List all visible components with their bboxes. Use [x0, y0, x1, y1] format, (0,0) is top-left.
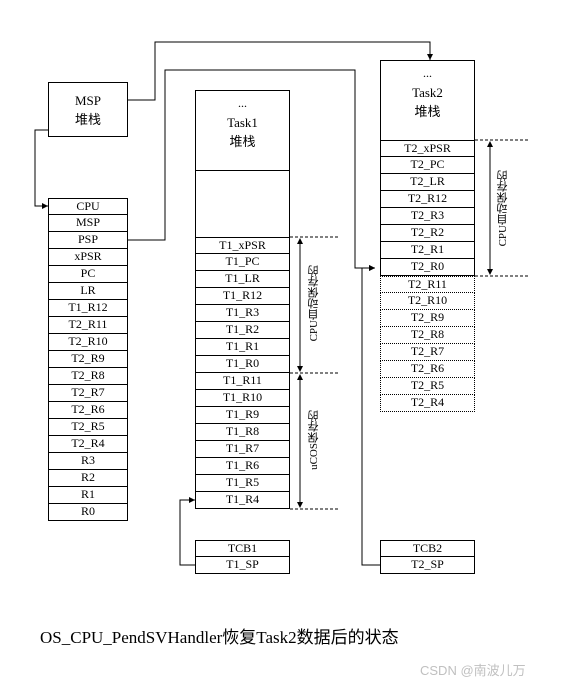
cell-t1r12: T1_R12	[48, 300, 128, 317]
watermark: CSDN @南波儿万	[420, 660, 526, 679]
cell-t1sp: T1_SP	[195, 557, 290, 574]
task1-header: ... Task1 堆栈	[195, 90, 290, 171]
task2-sub: 堆栈	[414, 104, 440, 119]
msp-header: MSP 堆栈	[48, 82, 128, 137]
cell-t2r5d: T2_R5	[380, 378, 475, 395]
bracket-t2: CPU自动保存的	[495, 170, 511, 246]
cell-t2r8d: T2_R8	[380, 327, 475, 344]
cell-t2r2: T2_R2	[380, 225, 475, 242]
cell-t2r9: T2_R9	[48, 351, 128, 368]
cell-t1r3: T1_R3	[195, 305, 290, 322]
bracket-t1-upper: CPU自动保存的	[306, 265, 322, 341]
cell-t1r8: T1_R8	[195, 424, 290, 441]
cell-r3: R3	[48, 453, 128, 470]
cell-t1r9: T1_R9	[195, 407, 290, 424]
task2-title: Task2	[412, 85, 443, 100]
task2-cells-dashed: T2_R11 T2_R10 T2_R9 T2_R8 T2_R7 T2_R6 T2…	[380, 276, 475, 412]
cell-t2pc: T2_PC	[380, 157, 475, 174]
cell-psp: PSP	[48, 232, 128, 249]
cell-t1r4: T1_R4	[195, 492, 290, 509]
task2-header: ... Task2 堆栈	[380, 60, 475, 141]
task2-cells-solid: T2_xPSR T2_PC T2_LR T2_R12 T2_R3 T2_R2 T…	[380, 140, 475, 276]
cell-t1r2: T1_R2	[195, 322, 290, 339]
tcb2: TCB2 T2_SP	[380, 540, 475, 574]
cell-t1r0: T1_R0	[195, 356, 290, 373]
cell-t1r10: T1_R10	[195, 390, 290, 407]
cell-t2r3: T2_R3	[380, 208, 475, 225]
task1-cells: T1_xPSR T1_PC T1_LR T1_R12 T1_R3 T1_R2 T…	[195, 237, 290, 509]
cell-t2r5: T2_R5	[48, 419, 128, 436]
cell-t2r10d: T2_R10	[380, 293, 475, 310]
task1-dots: ...	[196, 91, 289, 111]
caption: OS_CPU_PendSVHandler恢复Task2数据后的状态	[40, 623, 399, 648]
cell-t2r10: T2_R10	[48, 334, 128, 351]
cell-t2r12: T2_R12	[380, 191, 475, 208]
cell-r1: R1	[48, 487, 128, 504]
cell-t2r11d: T2_R11	[380, 276, 475, 293]
cell-t2r4d: T2_R4	[380, 395, 475, 412]
cell-t1r5: T1_R5	[195, 475, 290, 492]
cell-t1r12c: T1_R12	[195, 288, 290, 305]
task1-gap	[195, 165, 290, 237]
cell-t2r0: T2_R0	[380, 259, 475, 276]
cell-t1lr: T1_LR	[195, 271, 290, 288]
cell-t2r8: T2_R8	[48, 368, 128, 385]
cell-t2r7d: T2_R7	[380, 344, 475, 361]
msp-cells: CPU MSP PSP xPSR PC LR T1_R12 T2_R11 T2_…	[48, 198, 128, 521]
cell-t2r4: T2_R4	[48, 436, 128, 453]
cell-t2r7: T2_R7	[48, 385, 128, 402]
task1-title: Task1	[227, 115, 258, 130]
cell-r2: R2	[48, 470, 128, 487]
cell-lr: LR	[48, 283, 128, 300]
cell-tcb2: TCB2	[380, 540, 475, 557]
cell-t1pc: T1_PC	[195, 254, 290, 271]
cell-msp: MSP	[48, 215, 128, 232]
cell-t2sp: T2_SP	[380, 557, 475, 574]
cell-t2xpsr: T2_xPSR	[380, 140, 475, 157]
cell-tcb1: TCB1	[195, 540, 290, 557]
cell-xpsr: xPSR	[48, 249, 128, 266]
cell-t2lr: T2_LR	[380, 174, 475, 191]
cell-t2r6: T2_R6	[48, 402, 128, 419]
cell-t1r11: T1_R11	[195, 373, 290, 390]
msp-title-2: 堆栈	[75, 112, 101, 127]
cell-t1r7: T1_R7	[195, 441, 290, 458]
cell-t1xpsr: T1_xPSR	[195, 237, 290, 254]
cell-t2r1: T2_R1	[380, 242, 475, 259]
msp-title-1: MSP	[75, 93, 101, 108]
tcb1: TCB1 T1_SP	[195, 540, 290, 574]
cell-pc: PC	[48, 266, 128, 283]
cell-t2r9d: T2_R9	[380, 310, 475, 327]
cell-t1r6: T1_R6	[195, 458, 290, 475]
cell-r0: R0	[48, 504, 128, 521]
cell-t2r6d: T2_R6	[380, 361, 475, 378]
bracket-t1-lower: uCOS保存的	[306, 410, 322, 470]
cell-cpu: CPU	[48, 198, 128, 215]
cell-t1r1: T1_R1	[195, 339, 290, 356]
task2-dots: ...	[381, 61, 474, 81]
cell-t2r11: T2_R11	[48, 317, 128, 334]
task1-sub: 堆栈	[229, 134, 255, 149]
